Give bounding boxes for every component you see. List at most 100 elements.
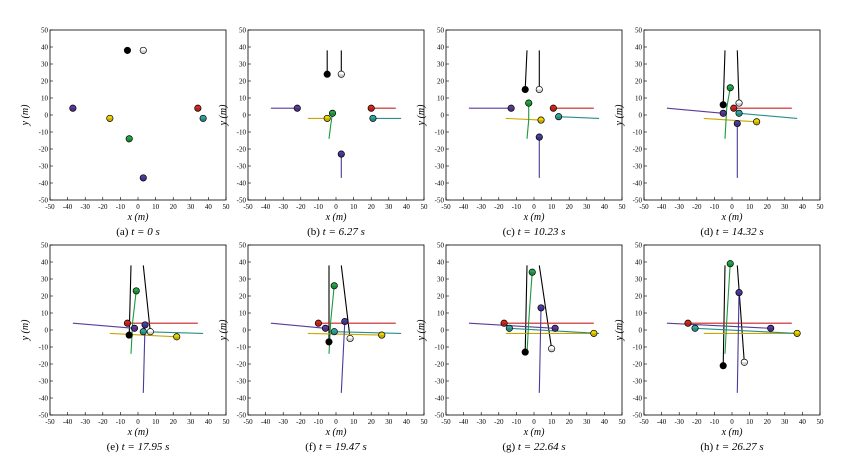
vehicle-marker-shade (720, 365, 727, 369)
x-tick-label: 20 (566, 203, 574, 211)
x-tick-label: -10 (314, 203, 324, 211)
plot-frame (247, 29, 425, 201)
trajectory-line (524, 265, 528, 353)
vehicle-marker-shade (133, 290, 140, 295)
trajectory-line (724, 263, 731, 354)
caption-prefix: (h) (700, 441, 716, 453)
x-tick-label: 20 (170, 203, 178, 211)
vehicle-marker-shade (537, 307, 545, 312)
vehicle-marker-shade (338, 154, 345, 158)
y-tick-label: -40 (237, 180, 247, 188)
trajectory-line (724, 87, 731, 139)
vehicle-marker (719, 362, 727, 370)
vehicle-marker (505, 324, 513, 332)
vehicle-marker-shade (525, 103, 532, 107)
x-tick-label: 30 (781, 203, 789, 211)
x-tick-label: -10 (710, 418, 720, 426)
y-tick-label: -50 (39, 197, 49, 205)
x-tick-label: -50 (45, 418, 55, 426)
x-tick-label: -30 (279, 418, 289, 426)
vehicle-marker-shade (325, 341, 333, 346)
x-tick-label: -30 (477, 203, 487, 211)
x-tick-label: -20 (692, 203, 702, 211)
vehicle-marker-shade (506, 328, 513, 332)
vehicle-marker-shade (735, 103, 743, 107)
vehicle-marker (684, 319, 692, 327)
caption-time: t = 10.23 s (518, 226, 566, 238)
x-axis-label: x (m) (721, 427, 743, 438)
y-tick-label: 30 (41, 61, 49, 69)
x-tick-label: 0 (532, 203, 536, 211)
vehicle-marker (369, 114, 377, 122)
vehicle-marker-shade (529, 272, 536, 276)
vehicle-marker-shade (378, 335, 385, 339)
vehicle-marker-shade (507, 108, 515, 112)
y-tick-label: 30 (239, 61, 247, 69)
vehicle-marker-shade (140, 177, 147, 182)
vehicle-marker (521, 85, 529, 94)
x-tick-label: -10 (710, 203, 720, 211)
x-tick-label: 30 (583, 203, 591, 211)
vehicle-marker (321, 324, 329, 332)
vehicle-marker-shade (753, 121, 760, 126)
x-tick-label: -10 (314, 418, 324, 426)
vehicle-marker (125, 135, 133, 143)
vehicle-marker (173, 333, 181, 341)
vehicle-marker-shade (735, 113, 743, 117)
caption-prefix: (d) (700, 226, 716, 238)
x-tick-label: 30 (187, 203, 195, 211)
x-axis-label: x (m) (127, 212, 149, 223)
x-tick-label: -20 (494, 418, 504, 426)
y-tick-label: 50 (437, 27, 445, 35)
vehicle-marker-shade (735, 292, 743, 296)
trajectory-line (526, 272, 533, 354)
y-tick-label: 20 (41, 78, 49, 86)
caption-time: t = 22.64 s (518, 441, 566, 453)
y-tick-label: 0 (639, 112, 643, 120)
vehicle-marker (323, 114, 331, 122)
vehicle-marker (767, 324, 775, 332)
y-axis-label: y (m) (20, 319, 31, 341)
y-tick-label: 30 (635, 61, 643, 69)
panel-caption: (g) t = 22.64 s (502, 441, 565, 453)
trajectory-line (722, 265, 726, 366)
plot-frame (49, 244, 227, 416)
x-tick-label: -50 (639, 418, 649, 426)
x-tick-label: -10 (116, 418, 126, 426)
x-tick-label: -50 (639, 203, 649, 211)
y-tick-label: -50 (237, 197, 247, 205)
x-tick-label: 50 (817, 418, 825, 426)
y-tick-label: 10 (635, 95, 643, 103)
vehicle-marker (691, 324, 699, 332)
trajectory-line (703, 117, 757, 123)
vehicle-marker (325, 338, 333, 346)
x-tick-label: 40 (403, 203, 411, 211)
vehicle-marker (537, 304, 545, 312)
panel-caption: (d) t = 14.32 s (700, 226, 763, 238)
trajectory-line (270, 322, 326, 329)
x-tick-label: 30 (385, 203, 393, 211)
trajectory-line (736, 292, 740, 393)
x-tick-label: -40 (261, 418, 271, 426)
trajectory-line (328, 113, 334, 139)
x-tick-label: -30 (81, 418, 91, 426)
caption-time: t = 14.32 s (716, 226, 764, 238)
y-tick-label: 40 (437, 44, 445, 52)
vehicle-marker (139, 328, 147, 336)
y-tick-label: -10 (237, 344, 247, 352)
vehicle-marker-shade (522, 352, 529, 356)
vehicle-marker-shade (767, 328, 774, 332)
x-tick-label: -20 (98, 418, 108, 426)
panel-f: -50 -40 -30 -20 -10 0 10 20 30 40 50 50 40 30 20 10 0 -10… (218, 242, 428, 454)
x-tick-label: 50 (223, 203, 231, 211)
vehicle-marker-shade (727, 263, 734, 267)
y-tick-label: -20 (39, 361, 49, 369)
vehicle-marker-shade (69, 108, 77, 112)
x-axis-label: x (m) (523, 212, 545, 223)
x-tick-label: 10 (152, 203, 160, 211)
vehicle-marker-shade (741, 362, 748, 366)
vehicle-marker-shade (548, 348, 555, 352)
x-tick-label: 40 (601, 203, 609, 211)
